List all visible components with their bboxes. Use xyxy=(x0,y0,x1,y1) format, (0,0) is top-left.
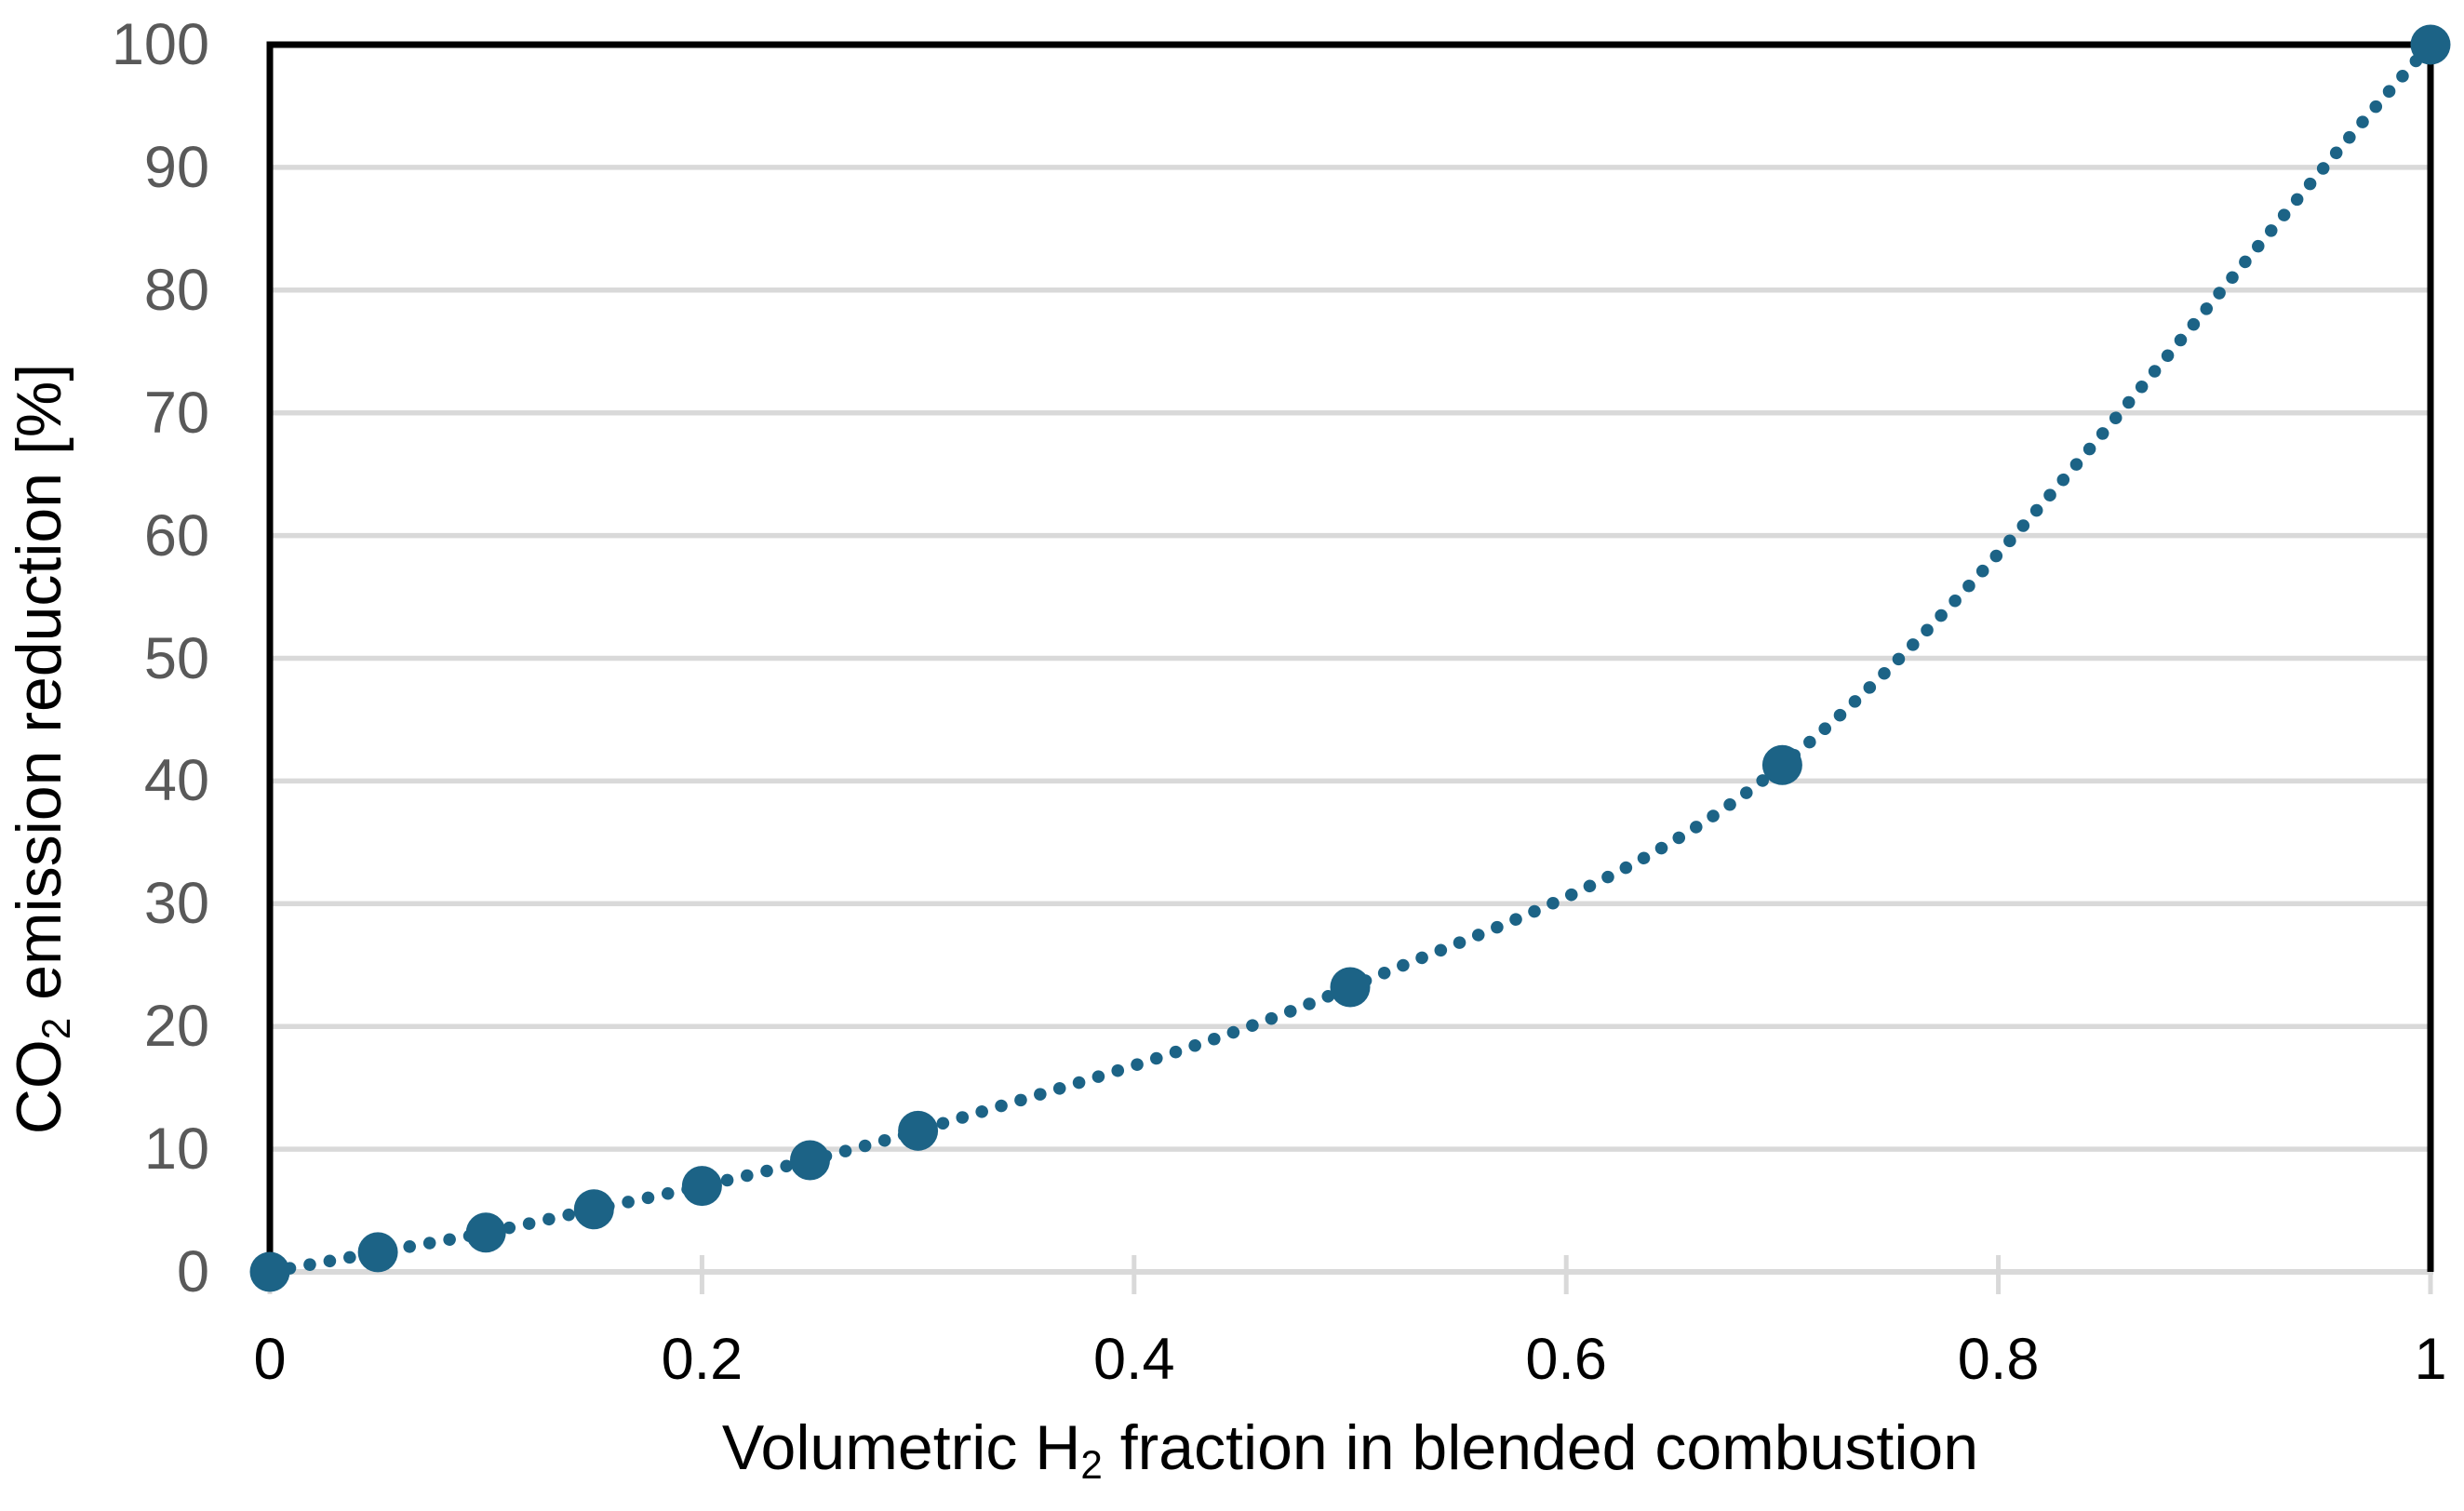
data-point-marker xyxy=(1330,967,1371,1008)
y-tick-label: 0 xyxy=(176,1239,209,1304)
x-tick-label: 0.4 xyxy=(1093,1327,1175,1392)
data-point-marker xyxy=(1761,744,1802,785)
y-axis-title-subscript: 2 xyxy=(34,1017,79,1040)
y-tick-label: 100 xyxy=(111,12,209,77)
y-tick-label: 50 xyxy=(143,625,209,691)
y-tick-label: 10 xyxy=(143,1117,209,1183)
x-tick-label: 1 xyxy=(2414,1327,2447,1392)
data-point-marker xyxy=(573,1189,614,1230)
y-axis-title: CO2 emission reduction [%] xyxy=(4,363,79,1135)
data-point-marker xyxy=(898,1110,939,1151)
y-tick-label: 30 xyxy=(143,871,209,937)
plot-border xyxy=(266,41,2434,1272)
x-tick-label: 0 xyxy=(253,1327,287,1392)
x-axis-title: Volumetric H2 fraction in blended combus… xyxy=(270,1416,2431,1485)
x-tick-label: 0.6 xyxy=(1525,1327,1607,1392)
x-axis-title-subscript: 2 xyxy=(1080,1443,1103,1488)
y-axis-title-text: CO xyxy=(4,1039,74,1135)
x-axis-title-text: fraction in blended combustion xyxy=(1102,1412,1979,1483)
data-point-marker xyxy=(465,1212,506,1253)
x-axis-title-text: Volumetric H xyxy=(721,1412,1081,1483)
data-point-marker xyxy=(681,1166,722,1207)
data-point-marker xyxy=(249,1251,290,1292)
x-tick-label: 0.8 xyxy=(1957,1327,2040,1392)
y-axis-title-text: emission reduction [%] xyxy=(4,363,74,1018)
y-tick-label: 90 xyxy=(143,134,209,200)
data-point-marker xyxy=(357,1232,398,1273)
y-tick-label: 70 xyxy=(143,380,209,446)
data-point-marker xyxy=(2410,24,2451,65)
y-tick-label: 60 xyxy=(143,502,209,568)
y-tick-label: 40 xyxy=(143,748,209,814)
y-tick-label: 20 xyxy=(143,994,209,1060)
x-tick-label: 0.2 xyxy=(661,1327,743,1392)
data-point-marker xyxy=(790,1140,830,1181)
y-tick-label: 80 xyxy=(143,257,209,323)
